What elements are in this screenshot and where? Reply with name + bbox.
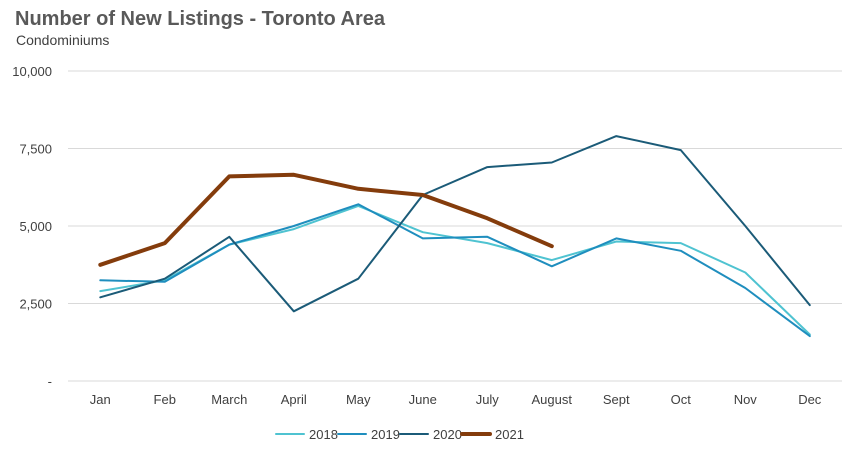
x-axis: Jan Feb March April May June July August Sept Oct…	[90, 392, 822, 407]
series-line-2018	[99, 204, 811, 336]
x-tick-label: Nov	[734, 392, 758, 407]
y-tick-label: 10,000	[12, 64, 52, 79]
y-tick-label: -	[48, 374, 52, 389]
x-tick-label: June	[409, 392, 437, 407]
legend-label: 2019	[371, 427, 400, 442]
legend-label: 2021	[495, 427, 524, 442]
y-tick-label: 5,000	[19, 219, 52, 234]
x-tick-label: July	[476, 392, 500, 407]
x-tick-label: Oct	[671, 392, 692, 407]
y-tick-label: 7,500	[19, 142, 52, 157]
legend-item-2019: 2019	[337, 427, 400, 442]
x-tick-label: August	[532, 392, 573, 407]
x-tick-label: Jan	[90, 392, 111, 407]
series-line-2019	[99, 203, 811, 338]
x-tick-label: March	[211, 392, 247, 407]
series-line-2020	[99, 135, 811, 313]
legend-item-2021: 2021	[460, 427, 524, 442]
x-tick-label: Feb	[154, 392, 176, 407]
legend-label: 2020	[433, 427, 462, 442]
legend-item-2018: 2018	[275, 427, 338, 442]
x-tick-label: Dec	[798, 392, 822, 407]
series-lines	[98, 135, 811, 338]
series-line-2021	[98, 172, 554, 267]
chart-subtitle: Condominiums	[16, 32, 110, 48]
legend: 2018 2019 2020 2021	[275, 427, 524, 442]
chart-title: Number of New Listings - Toronto Area	[15, 8, 386, 30]
legend-label: 2018	[309, 427, 338, 442]
legend-item-2020: 2020	[399, 427, 462, 442]
x-tick-label: Sept	[603, 392, 630, 407]
x-tick-label: May	[346, 392, 371, 407]
gridlines	[68, 70, 842, 382]
y-axis: - 2,500 5,000 7,500 10,000	[12, 64, 52, 389]
y-tick-label: 2,500	[19, 297, 52, 312]
x-tick-label: April	[281, 392, 307, 407]
